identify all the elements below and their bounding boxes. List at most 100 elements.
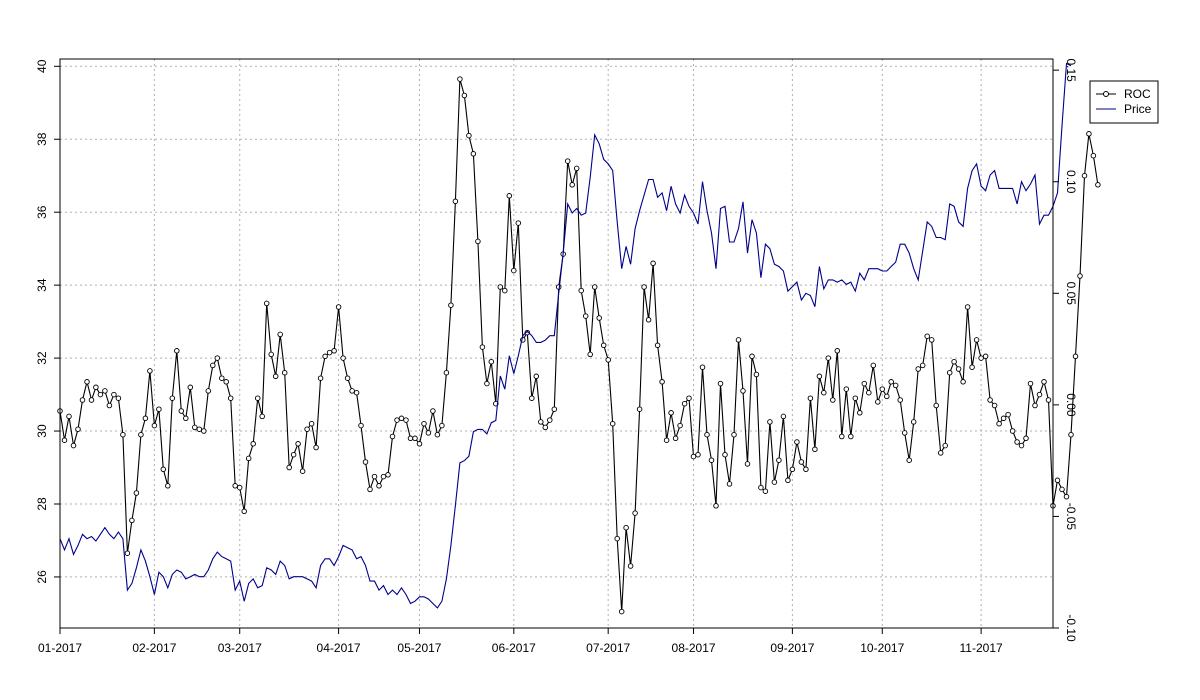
data-point-roc (281, 369, 288, 376)
data-point-roc (299, 468, 306, 474)
x-tick-label: 02-2017 (132, 641, 176, 655)
data-point-roc (991, 402, 998, 409)
data-point-roc (403, 417, 409, 423)
data-point-roc (825, 355, 832, 361)
data-point-roc (830, 397, 836, 403)
data-point-roc (1027, 380, 1034, 387)
data-point-roc (978, 355, 984, 361)
data-point-roc (169, 395, 176, 401)
data-point-roc (511, 267, 517, 274)
data-point-roc (1072, 353, 1079, 360)
data-point-roc (479, 344, 486, 350)
left-tick-label: 36 (35, 205, 49, 219)
data-point-roc (996, 420, 1002, 427)
data-point-roc (178, 408, 185, 414)
data-point-roc (964, 304, 971, 310)
x-tick-label: 11-2017 (960, 641, 1003, 655)
data-point-roc (344, 375, 351, 381)
data-point-roc (942, 442, 948, 449)
data-point-roc (789, 466, 796, 473)
data-point-roc (223, 379, 229, 385)
left-tick-label: 32 (35, 351, 49, 365)
data-point-roc (843, 386, 850, 392)
data-point-roc (627, 563, 634, 569)
data-point-roc (901, 430, 908, 436)
right-tick-label: 0.15 (1064, 58, 1078, 82)
x-tick-label: 08-2017 (672, 641, 716, 655)
data-point-roc (322, 353, 328, 360)
legend-label-roc: ROC (1124, 87, 1151, 101)
data-point-roc (461, 92, 468, 99)
data-point-roc (133, 490, 140, 496)
data-point-roc (659, 379, 665, 385)
data-point-roc (888, 379, 894, 385)
data-point-roc (165, 483, 171, 489)
data-point-roc (156, 406, 162, 412)
data-point-roc (241, 508, 247, 515)
data-point-roc (277, 331, 283, 338)
data-point-roc (812, 446, 818, 453)
data-point-roc (430, 408, 436, 414)
data-point-roc (1095, 182, 1101, 188)
data-point-roc (475, 238, 481, 245)
right-tick-label: 0.10 (1064, 170, 1078, 194)
data-point-roc (839, 433, 845, 440)
data-point-roc (120, 431, 126, 438)
data-point-roc (147, 368, 153, 374)
x-tick-label: 09-2017 (770, 641, 814, 655)
data-point-roc (955, 366, 962, 372)
data-point-roc (654, 342, 661, 349)
data-point-roc (699, 364, 706, 370)
data-point-roc (735, 337, 742, 343)
data-point-roc (331, 348, 337, 354)
data-point-roc (448, 302, 454, 308)
data-point-roc (380, 473, 387, 480)
data-point-roc (937, 450, 944, 456)
data-point-roc (821, 389, 827, 396)
data-point-roc (1059, 486, 1065, 493)
data-point-roc (115, 395, 122, 401)
data-point-roc (425, 430, 432, 436)
data-point-roc (1014, 439, 1020, 445)
data-point-roc (731, 431, 737, 438)
data-point-roc (353, 389, 360, 396)
left-tick-label: 34 (35, 278, 49, 292)
x-tick-label: 04-2017 (317, 641, 361, 655)
data-point-roc (151, 422, 158, 429)
axis-layer: 26 28 30 32 34 36 38 40 -0.10 -0.05 0.00 0.05 0.10 0.… (35, 58, 1078, 655)
data-point-roc (196, 426, 203, 432)
data-point-roc (650, 260, 656, 267)
data-point-roc (394, 417, 400, 423)
data-point-roc (969, 364, 975, 370)
data-point-roc (547, 417, 553, 423)
data-point-roc (385, 472, 391, 478)
data-point-roc (645, 317, 652, 323)
right-tick-label: 0.00 (1064, 393, 1078, 417)
data-point-roc (376, 483, 382, 489)
data-point-roc (807, 395, 814, 401)
data-point-roc (578, 287, 584, 294)
data-point-roc (614, 535, 620, 542)
left-tick-label: 26 (35, 570, 49, 584)
data-point-roc (84, 379, 90, 385)
data-point-roc (1041, 379, 1047, 385)
data-point-roc (1009, 428, 1016, 434)
data-point-roc (960, 379, 966, 385)
data-point-roc (973, 337, 980, 343)
data-point-roc (1023, 435, 1029, 442)
data-point-roc (187, 384, 194, 391)
data-point-roc (1018, 442, 1025, 449)
data-point-roc (358, 422, 364, 429)
data-point-roc (551, 406, 558, 412)
data-point-roc (443, 369, 450, 376)
data-point-roc (219, 375, 225, 381)
legend-label-price: Price (1124, 102, 1152, 116)
data-point-roc (875, 399, 881, 405)
data-point-roc (290, 451, 297, 458)
data-point-roc (928, 337, 935, 343)
data-point-roc (600, 342, 607, 349)
data-point-roc (174, 348, 180, 354)
data-point-roc (717, 380, 724, 387)
data-point-roc (879, 386, 886, 392)
data-point-roc (79, 397, 86, 403)
